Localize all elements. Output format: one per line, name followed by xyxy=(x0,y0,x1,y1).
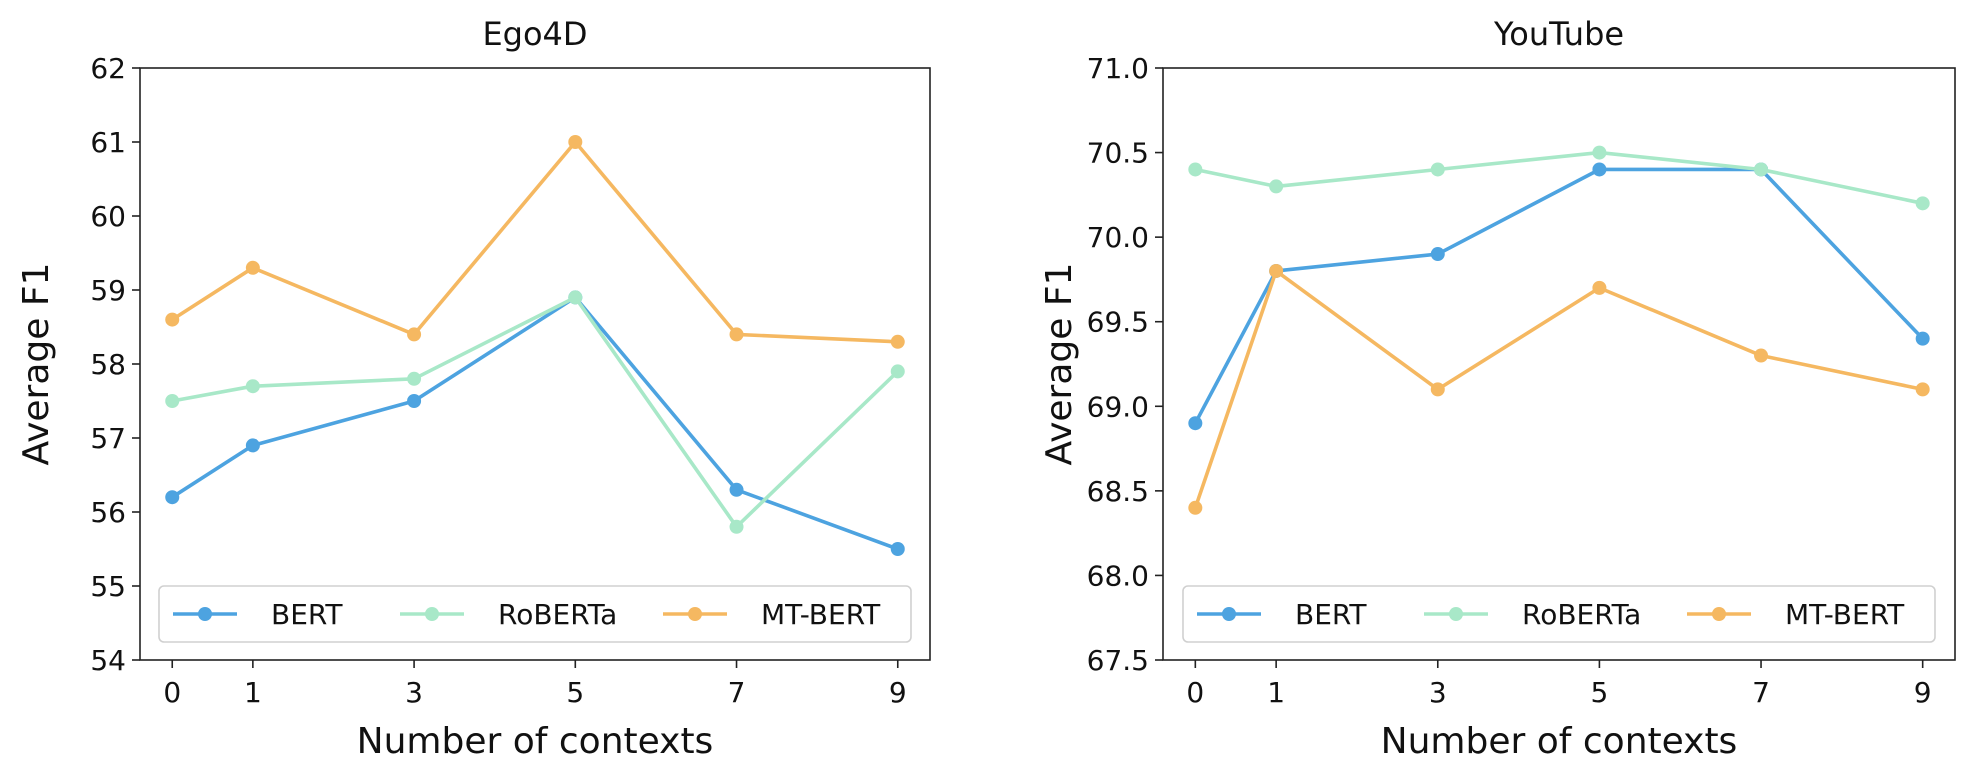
x-tick-label: 0 xyxy=(163,676,181,709)
legend-label-bert: BERT xyxy=(271,598,343,631)
data-point-roberta xyxy=(1754,162,1769,177)
x-tick-label: 1 xyxy=(244,676,262,709)
data-point-bert xyxy=(407,394,422,408)
legend-marker-bert xyxy=(198,607,212,621)
y-tick-label: 58 xyxy=(90,348,126,381)
series-line-roberta xyxy=(170,295,900,529)
legend-marker-bert xyxy=(1222,607,1236,621)
legend-marker-roberta xyxy=(1449,607,1463,621)
data-point-roberta xyxy=(1188,162,1203,177)
data-point-bert xyxy=(165,490,180,505)
data-point-mt-bert xyxy=(165,312,180,327)
data-point-roberta xyxy=(1269,179,1284,194)
legend-label-bert: BERT xyxy=(1295,598,1367,631)
x-tick-label: 3 xyxy=(405,676,423,709)
x-tick-label: 1 xyxy=(1267,676,1285,709)
legend-marker-mt-bert xyxy=(688,607,702,621)
y-axis-label: Average F1 xyxy=(1039,263,1080,466)
x-tick-label: 0 xyxy=(1186,676,1204,709)
legend: BERT RoBERTa MT-BERT xyxy=(158,585,912,643)
legend: BERT RoBERTa MT-BERT xyxy=(1182,585,1936,643)
x-tick-label: 7 xyxy=(728,676,746,709)
series-line-roberta xyxy=(1193,150,1925,206)
x-tick-label: 5 xyxy=(566,676,584,709)
y-tick-label: 68.5 xyxy=(1087,475,1149,508)
data-point-mt-bert xyxy=(1915,382,1930,397)
data-point-mt-bert xyxy=(1592,280,1607,295)
legend-box xyxy=(158,585,912,643)
data-point-mt-bert xyxy=(1430,382,1445,397)
data-point-roberta xyxy=(1592,145,1607,160)
y-tick-label: 70.0 xyxy=(1087,221,1149,254)
x-tick-label: 9 xyxy=(1914,676,1932,709)
y-tick-label: 68.0 xyxy=(1087,559,1149,592)
y-tick-label: 71.0 xyxy=(1087,52,1149,85)
data-point-mt-bert xyxy=(245,260,260,275)
legend-marker-mt-bert xyxy=(1712,607,1726,621)
data-point-mt-bert xyxy=(1754,348,1769,363)
x-tick-label: 7 xyxy=(1752,676,1770,709)
data-point-roberta xyxy=(890,364,905,379)
x-tick-label: 3 xyxy=(1429,676,1447,709)
y-tick-label: 59 xyxy=(90,274,126,307)
chart-title: YouTube xyxy=(1493,15,1624,53)
x-axis-label: Number of contexts xyxy=(357,721,714,762)
y-tick-label: 55 xyxy=(90,570,126,603)
y-tick-label: 67.5 xyxy=(1087,644,1149,677)
data-point-mt-bert xyxy=(407,327,422,342)
series-line-bert xyxy=(1193,167,1925,426)
plot-frame xyxy=(1162,67,1956,661)
legend-label-roberta: RoBERTa xyxy=(1522,598,1641,631)
data-point-roberta xyxy=(1915,196,1930,211)
data-point-bert xyxy=(1430,247,1445,262)
y-tick-label: 60 xyxy=(90,200,126,233)
chart-title: Ego4D xyxy=(482,15,587,53)
y-tick-label: 70.5 xyxy=(1087,137,1149,170)
legend-label-mt-bert: MT-BERT xyxy=(761,598,881,631)
data-point-bert xyxy=(245,438,260,453)
y-tick-label: 56 xyxy=(90,496,126,529)
data-point-roberta xyxy=(407,371,422,386)
chart-panel-youtube: YouTube 67.5 68.0 68.5 69.0 69.5 70.0 70.5 71.0 0… xyxy=(1039,15,1956,762)
y-tick-label: 69.5 xyxy=(1087,306,1149,339)
x-axis-label: Number of contexts xyxy=(1381,721,1738,762)
series-line-mt-bert xyxy=(1193,269,1925,510)
data-point-roberta xyxy=(165,394,180,408)
data-point-bert xyxy=(1592,162,1607,177)
data-point-mt-bert xyxy=(890,334,905,349)
series-line-mt-bert xyxy=(170,140,900,344)
x-tick-label: 9 xyxy=(889,676,907,709)
y-tick-label: 62 xyxy=(90,52,126,85)
data-point-bert xyxy=(1188,416,1203,431)
data-point-mt-bert xyxy=(568,135,583,149)
y-tick-label: 54 xyxy=(90,644,126,677)
data-point-bert xyxy=(1915,331,1930,346)
data-point-bert xyxy=(890,542,905,556)
legend-label-roberta: RoBERTa xyxy=(498,598,617,631)
y-tick-label: 61 xyxy=(90,126,126,159)
y-tick-label: 57 xyxy=(90,422,126,455)
data-point-bert xyxy=(729,482,744,497)
data-point-mt-bert xyxy=(1269,263,1284,278)
data-point-roberta xyxy=(729,519,744,534)
y-tick-label: 69.0 xyxy=(1087,390,1149,423)
data-point-roberta xyxy=(568,290,583,305)
legend-marker-roberta xyxy=(425,607,439,621)
x-tick-label: 5 xyxy=(1590,676,1608,709)
data-point-roberta xyxy=(245,379,260,394)
plot-frame xyxy=(139,67,931,661)
data-point-mt-bert xyxy=(1188,500,1203,515)
legend-box xyxy=(1182,585,1936,643)
data-point-roberta xyxy=(1430,162,1445,177)
y-axis-label: Average F1 xyxy=(16,263,57,466)
data-point-mt-bert xyxy=(729,327,744,342)
legend-label-mt-bert: MT-BERT xyxy=(1785,598,1905,631)
